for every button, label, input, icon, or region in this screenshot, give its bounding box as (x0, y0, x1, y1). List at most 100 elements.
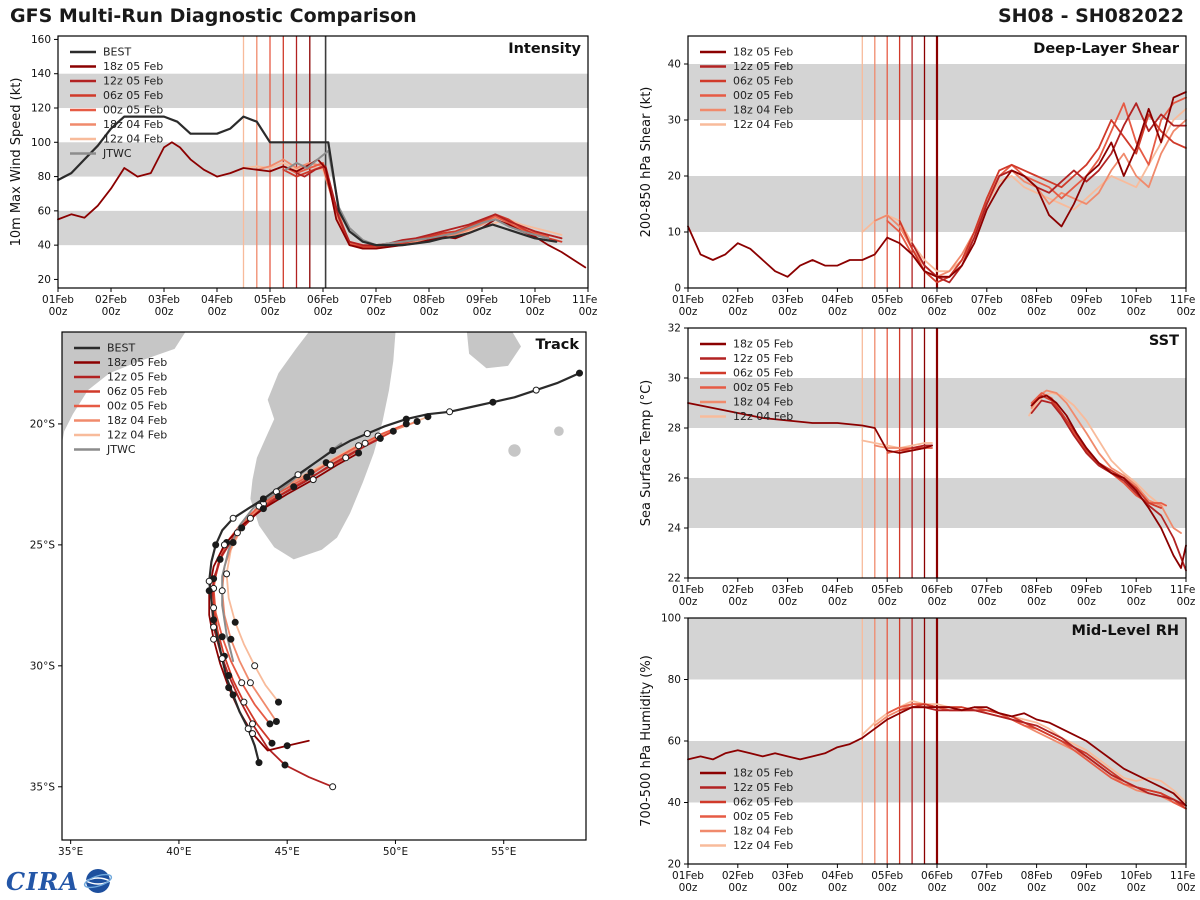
svg-text:06Feb: 06Feb (921, 294, 953, 306)
svg-text:04Feb: 04Feb (821, 584, 853, 596)
svg-text:10: 10 (668, 227, 681, 239)
svg-text:BEST: BEST (107, 342, 135, 355)
svg-text:06Feb: 06Feb (921, 584, 953, 596)
svg-text:00z: 00z (1027, 596, 1046, 608)
svg-text:00z: 00z (367, 306, 386, 318)
svg-text:12z 04 Feb: 12z 04 Feb (733, 839, 793, 852)
svg-text:Intensity: Intensity (508, 41, 581, 57)
svg-text:04Feb: 04Feb (201, 294, 233, 306)
svg-text:01Feb: 01Feb (672, 584, 704, 596)
svg-text:200-850 hPa Shear (kt): 200-850 hPa Shear (kt) (639, 87, 654, 238)
svg-text:18z 04 Feb: 18z 04 Feb (103, 118, 163, 131)
svg-text:120: 120 (31, 103, 51, 115)
svg-text:00z: 00z (420, 306, 439, 318)
svg-text:JTWC: JTWC (102, 147, 132, 160)
svg-text:35°E: 35°E (58, 846, 83, 858)
svg-text:50°E: 50°E (383, 846, 408, 858)
svg-text:06z 05 Feb: 06z 05 Feb (733, 367, 793, 380)
svg-text:00z: 00z (155, 306, 174, 318)
svg-text:02Feb: 02Feb (95, 294, 127, 306)
svg-text:00z: 00z (878, 596, 897, 608)
svg-text:20: 20 (38, 274, 51, 286)
svg-text:01Feb: 01Feb (42, 294, 74, 306)
svg-text:00z: 00z (208, 306, 227, 318)
svg-text:40: 40 (668, 59, 681, 71)
svg-text:00z: 00z (728, 306, 747, 318)
svg-text:00z 05 Feb: 00z 05 Feb (103, 104, 163, 117)
globe-icon (83, 869, 113, 893)
svg-text:140: 140 (31, 68, 51, 80)
svg-text:80: 80 (668, 674, 681, 686)
svg-text:06Feb: 06Feb (307, 294, 339, 306)
svg-text:20: 20 (668, 859, 681, 871)
svg-text:Mid-Level RH: Mid-Level RH (1072, 623, 1179, 639)
svg-text:40°E: 40°E (166, 846, 191, 858)
svg-text:00z: 00z (1127, 882, 1146, 894)
svg-text:02Feb: 02Feb (722, 870, 754, 882)
svg-text:01Feb: 01Feb (672, 870, 704, 882)
svg-text:00z 05 Feb: 00z 05 Feb (733, 381, 793, 394)
svg-text:09Feb: 09Feb (1070, 584, 1102, 596)
svg-text:12z 04 Feb: 12z 04 Feb (103, 133, 163, 146)
svg-text:18z 04 Feb: 18z 04 Feb (733, 396, 793, 409)
svg-text:06z 05 Feb: 06z 05 Feb (107, 385, 167, 398)
svg-text:18z 05 Feb: 18z 05 Feb (103, 60, 163, 73)
svg-text:00z: 00z (102, 306, 121, 318)
svg-text:00z: 00z (473, 306, 492, 318)
svg-text:00z: 00z (878, 882, 897, 894)
svg-text:05Feb: 05Feb (871, 294, 903, 306)
svg-text:00z: 00z (977, 882, 996, 894)
svg-text:00z: 00z (1077, 306, 1096, 318)
svg-text:00z: 00z (261, 306, 280, 318)
svg-text:06z 05 Feb: 06z 05 Feb (733, 796, 793, 809)
svg-text:10Feb: 10Feb (1120, 294, 1152, 306)
svg-text:00z: 00z (977, 596, 996, 608)
svg-text:12z 04 Feb: 12z 04 Feb (107, 429, 167, 442)
svg-text:07Feb: 07Feb (360, 294, 392, 306)
cira-logo-text: CIRA (6, 866, 79, 896)
intensity-chart: 2040608010012014016001Feb00z02Feb00z03Fe… (9, 34, 598, 318)
figure-title: GFS Multi-Run Diagnostic Comparison (10, 5, 417, 27)
svg-text:100: 100 (31, 137, 51, 149)
svg-text:01Feb: 01Feb (672, 294, 704, 306)
svg-text:08Feb: 08Feb (1021, 870, 1053, 882)
svg-text:Track: Track (536, 337, 580, 353)
rh-chart: 2040608010001Feb00z02Feb00z03Feb00z04Feb… (639, 613, 1196, 895)
svg-text:00z: 00z (928, 596, 947, 608)
track-map: 20°S 25°S 30°S 35°S 35°E 40°E 45°E 50°E 55°E Trac… (30, 331, 587, 858)
svg-text:100: 100 (661, 613, 681, 625)
svg-text:700-500 hPa Humidity (%): 700-500 hPa Humidity (%) (639, 655, 654, 827)
svg-text:00z 05 Feb: 00z 05 Feb (107, 400, 167, 413)
svg-text:09Feb: 09Feb (466, 294, 498, 306)
svg-text:30: 30 (668, 115, 681, 127)
svg-text:30°S: 30°S (30, 660, 56, 672)
svg-text:11Feb: 11Feb (1170, 294, 1196, 306)
svg-text:24: 24 (668, 523, 682, 535)
storm-id: SH08 - SH082022 (997, 5, 1184, 27)
svg-text:00z: 00z (1027, 306, 1046, 318)
svg-text:00z: 00z (928, 882, 947, 894)
svg-text:0: 0 (674, 283, 681, 295)
svg-text:00z: 00z (928, 306, 947, 318)
svg-text:28: 28 (668, 423, 681, 435)
svg-text:00z 05 Feb: 00z 05 Feb (733, 89, 793, 102)
svg-text:00z 05 Feb: 00z 05 Feb (733, 810, 793, 823)
svg-text:Deep-Layer Shear: Deep-Layer Shear (1033, 41, 1180, 57)
svg-text:00z: 00z (1177, 596, 1196, 608)
svg-text:00z: 00z (1177, 882, 1196, 894)
svg-text:12z 05 Feb: 12z 05 Feb (103, 75, 163, 88)
svg-text:00z: 00z (314, 306, 333, 318)
svg-text:02Feb: 02Feb (722, 584, 754, 596)
svg-text:00z: 00z (828, 882, 847, 894)
svg-text:00z: 00z (977, 306, 996, 318)
svg-text:00z: 00z (1127, 596, 1146, 608)
svg-text:06z 05 Feb: 06z 05 Feb (103, 89, 163, 102)
svg-text:08Feb: 08Feb (1021, 584, 1053, 596)
svg-text:12z 04 Feb: 12z 04 Feb (733, 118, 793, 131)
svg-text:00z: 00z (778, 596, 797, 608)
svg-text:35°S: 35°S (30, 781, 56, 793)
svg-text:22: 22 (668, 573, 681, 585)
svg-text:00z: 00z (679, 882, 698, 894)
svg-text:10m Max Wind Speed (kt): 10m Max Wind Speed (kt) (9, 78, 24, 247)
svg-text:00z: 00z (1027, 882, 1046, 894)
